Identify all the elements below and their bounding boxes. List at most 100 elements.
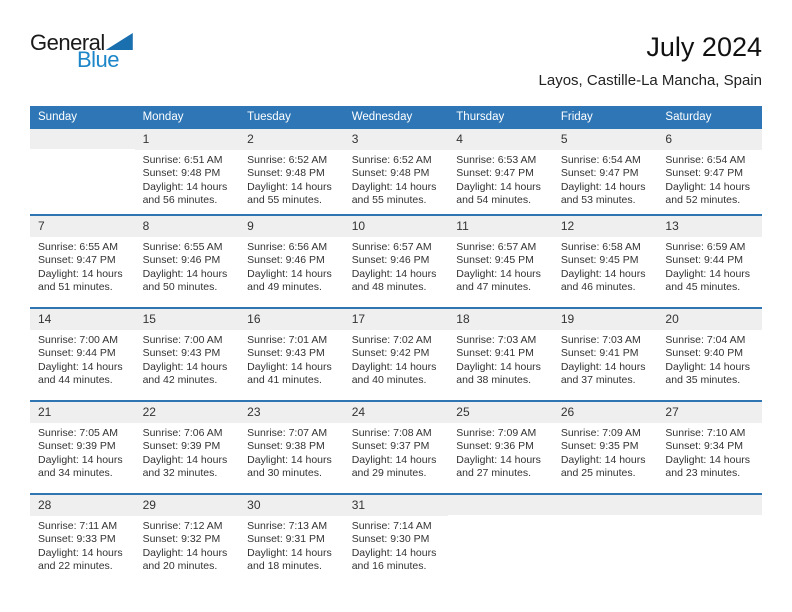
sunset-text: Sunset: 9:31 PM	[247, 533, 325, 546]
day-cell: 1 Sunrise: 6:51 AM Sunset: 9:48 PM Dayli…	[134, 129, 240, 214]
daylight-minutes-text: and 32 minutes.	[142, 467, 218, 480]
week-row: 14 Sunrise: 7:00 AM Sunset: 9:44 PM Dayl…	[30, 307, 762, 400]
sunrise-text: Sunrise: 7:10 AM	[665, 427, 746, 439]
page-title: July 2024	[646, 32, 762, 62]
day-cell: 13 Sunrise: 6:59 AM Sunset: 9:44 PM Dayl…	[657, 216, 762, 307]
daylight-hours-text: Daylight: 14 hours	[665, 180, 751, 193]
day-number: 27	[657, 402, 762, 423]
sunrise-text: Sunrise: 7:00 AM	[142, 334, 223, 346]
day-cell: 20 Sunrise: 7:04 AM Sunset: 9:40 PM Dayl…	[657, 309, 762, 400]
day-details: Sunrise: 6:55 AM Sunset: 9:47 PM Dayligh…	[30, 237, 135, 301]
weekday-label: Tuesday	[247, 111, 291, 123]
sunrise-text: Sunrise: 6:52 AM	[247, 154, 328, 166]
day-number	[657, 495, 762, 515]
day-cell: 8 Sunrise: 6:55 AM Sunset: 9:46 PM Dayli…	[134, 216, 240, 307]
day-cell: 29 Sunrise: 7:12 AM Sunset: 9:32 PM Dayl…	[134, 495, 240, 586]
day-details	[30, 149, 135, 159]
sunrise-text: Sunrise: 7:04 AM	[665, 334, 746, 346]
day-number: 28	[30, 495, 135, 516]
daylight-minutes-text: and 20 minutes.	[142, 560, 218, 573]
daylight-minutes-text: and 55 minutes.	[351, 194, 427, 207]
day-number: 26	[552, 402, 658, 423]
day-cell: 27 Sunrise: 7:10 AM Sunset: 9:34 PM Dayl…	[657, 402, 762, 493]
daylight-minutes-text: and 50 minutes.	[142, 281, 218, 294]
sunrise-text: Sunrise: 7:03 AM	[560, 334, 641, 346]
daylight-minutes-text: and 41 minutes.	[247, 374, 322, 387]
sunrise-text: Sunrise: 7:09 AM	[560, 427, 641, 439]
logo-text-blue: Blue	[77, 47, 120, 72]
day-cell: 25 Sunrise: 7:09 AM Sunset: 9:36 PM Dayl…	[448, 402, 553, 493]
day-cell: 24 Sunrise: 7:08 AM Sunset: 9:37 PM Dayl…	[343, 402, 449, 493]
sunset-text: Sunset: 9:46 PM	[247, 254, 325, 267]
daylight-minutes-text: and 25 minutes.	[560, 467, 636, 480]
logo-triangle-icon	[105, 33, 133, 50]
day-number: 29	[134, 495, 240, 516]
day-number: 10	[343, 216, 449, 237]
day-details	[553, 515, 658, 525]
sunset-text: Sunset: 9:34 PM	[665, 440, 744, 453]
daylight-hours-text: Daylight: 14 hours	[142, 180, 228, 193]
day-cell: 17 Sunrise: 7:02 AM Sunset: 9:42 PM Dayl…	[343, 309, 449, 400]
daylight-minutes-text: and 56 minutes.	[142, 194, 218, 207]
daylight-minutes-text: and 44 minutes.	[38, 374, 113, 387]
daylight-hours-text: Daylight: 14 hours	[351, 267, 437, 280]
daylight-hours-text: Daylight: 14 hours	[142, 546, 228, 559]
sunset-text: Sunset: 9:48 PM	[247, 167, 325, 180]
sunset-text: Sunset: 9:37 PM	[351, 440, 430, 453]
day-cell: 9 Sunrise: 6:56 AM Sunset: 9:46 PM Dayli…	[239, 216, 344, 307]
daylight-minutes-text: and 29 minutes.	[351, 467, 427, 480]
day-details: Sunrise: 6:52 AM Sunset: 9:48 PM Dayligh…	[239, 150, 344, 214]
daylight-hours-text: Daylight: 14 hours	[142, 360, 228, 373]
day-cell: 4 Sunrise: 6:53 AM Sunset: 9:47 PM Dayli…	[448, 129, 553, 214]
day-details: Sunrise: 7:00 AM Sunset: 9:44 PM Dayligh…	[30, 330, 135, 394]
day-number: 17	[343, 309, 449, 330]
daylight-minutes-text: and 37 minutes.	[560, 374, 636, 387]
day-cell	[657, 495, 762, 586]
daylight-minutes-text: and 34 minutes.	[38, 467, 113, 480]
sunrise-text: Sunrise: 6:58 AM	[560, 241, 641, 253]
daylight-hours-text: Daylight: 14 hours	[247, 546, 332, 559]
day-cell: 30 Sunrise: 7:13 AM Sunset: 9:31 PM Dayl…	[239, 495, 344, 586]
day-cell: 15 Sunrise: 7:00 AM Sunset: 9:43 PM Dayl…	[134, 309, 240, 400]
daylight-minutes-text: and 27 minutes.	[456, 467, 531, 480]
day-details: Sunrise: 7:12 AM Sunset: 9:32 PM Dayligh…	[135, 516, 240, 580]
day-cell: 23 Sunrise: 7:07 AM Sunset: 9:38 PM Dayl…	[239, 402, 344, 493]
sunrise-text: Sunrise: 7:07 AM	[247, 427, 328, 439]
daylight-hours-text: Daylight: 14 hours	[247, 267, 332, 280]
sunrise-text: Sunrise: 6:55 AM	[38, 241, 118, 253]
sunset-text: Sunset: 9:38 PM	[247, 440, 325, 453]
daylight-hours-text: Daylight: 14 hours	[456, 360, 541, 373]
sunrise-text: Sunrise: 7:05 AM	[38, 427, 118, 439]
daylight-hours-text: Daylight: 14 hours	[142, 267, 228, 280]
sunset-text: Sunset: 9:46 PM	[142, 254, 221, 267]
weekday-label: Friday	[560, 111, 593, 123]
weekday-header-row: Sunday Monday Tuesday Wednesday Thursday Frid…	[30, 106, 762, 129]
week-row: 1 Sunrise: 6:51 AM Sunset: 9:48 PM Dayli…	[30, 129, 762, 214]
daylight-minutes-text: and 55 minutes.	[247, 194, 322, 207]
daylight-minutes-text: and 42 minutes.	[142, 374, 218, 387]
daylight-hours-text: Daylight: 14 hours	[247, 360, 332, 373]
day-details	[657, 515, 762, 525]
day-details: Sunrise: 6:55 AM Sunset: 9:46 PM Dayligh…	[135, 237, 240, 301]
day-number: 19	[552, 309, 658, 330]
daylight-minutes-text: and 40 minutes.	[351, 374, 427, 387]
general-blue-logo: General Blue	[30, 32, 150, 71]
day-details: Sunrise: 6:52 AM Sunset: 9:48 PM Dayligh…	[344, 150, 449, 214]
week-row: 7 Sunrise: 6:55 AM Sunset: 9:47 PM Dayli…	[30, 214, 762, 307]
day-cell: 2 Sunrise: 6:52 AM Sunset: 9:48 PM Dayli…	[239, 129, 344, 214]
day-cell: 19 Sunrise: 7:03 AM Sunset: 9:41 PM Dayl…	[552, 309, 658, 400]
sunrise-text: Sunrise: 6:56 AM	[247, 241, 328, 253]
day-details: Sunrise: 6:57 AM Sunset: 9:45 PM Dayligh…	[448, 237, 553, 301]
day-details: Sunrise: 7:13 AM Sunset: 9:31 PM Dayligh…	[239, 516, 344, 580]
sunset-text: Sunset: 9:44 PM	[38, 347, 116, 360]
sunset-text: Sunset: 9:43 PM	[142, 347, 221, 360]
sunset-text: Sunset: 9:40 PM	[665, 347, 744, 360]
day-number: 11	[448, 216, 553, 237]
daylight-minutes-text: and 53 minutes.	[560, 194, 636, 207]
sunset-text: Sunset: 9:30 PM	[351, 533, 430, 546]
day-number: 22	[134, 402, 240, 423]
day-details: Sunrise: 7:05 AM Sunset: 9:39 PM Dayligh…	[30, 423, 135, 487]
daylight-hours-text: Daylight: 14 hours	[38, 546, 123, 559]
day-number: 24	[343, 402, 449, 423]
day-details: Sunrise: 7:07 AM Sunset: 9:38 PM Dayligh…	[239, 423, 344, 487]
